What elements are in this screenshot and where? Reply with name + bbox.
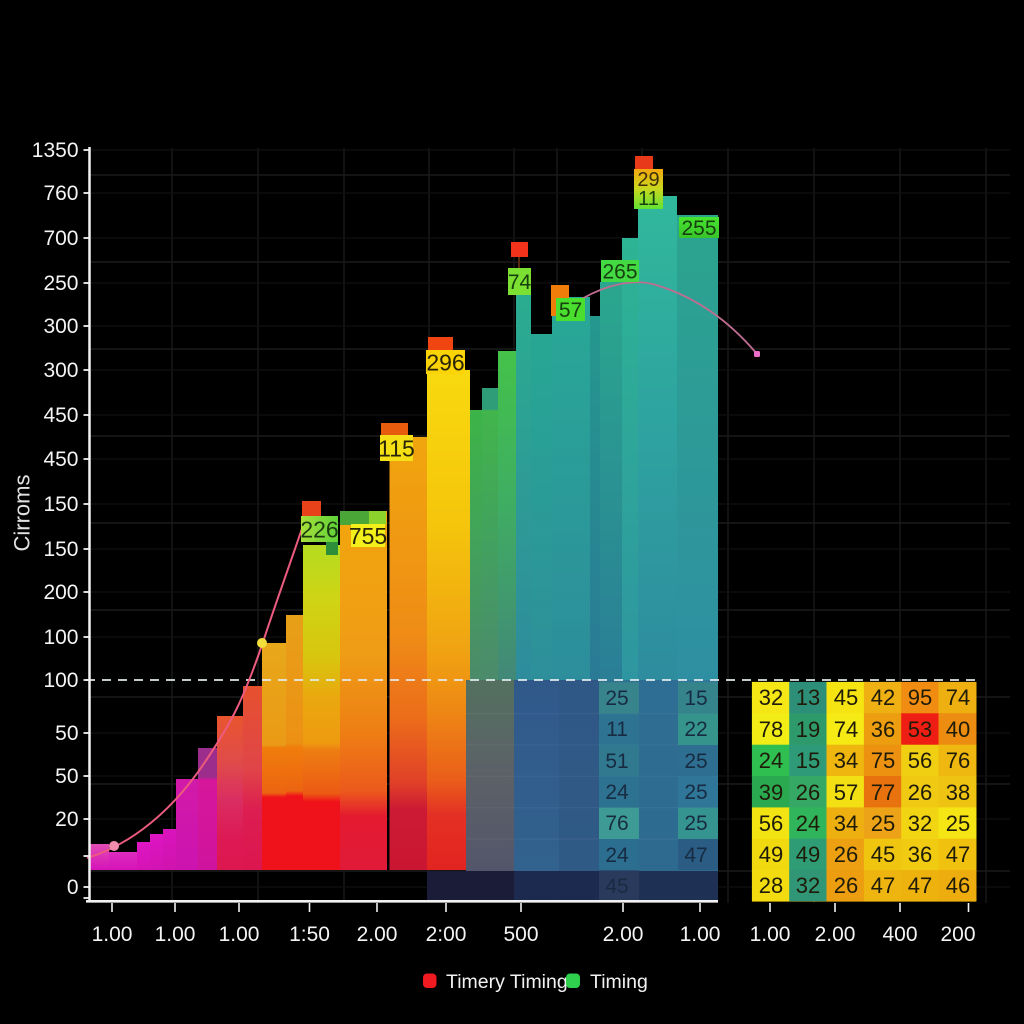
svg-text:20: 20 [55, 808, 78, 831]
svg-text:Timing: Timing [590, 971, 648, 993]
svg-text:200: 200 [940, 923, 975, 946]
svg-text:57: 57 [834, 780, 858, 805]
svg-text:32: 32 [796, 873, 820, 898]
svg-text:226: 226 [300, 516, 338, 542]
svg-text:26: 26 [834, 873, 858, 898]
svg-text:25: 25 [684, 781, 707, 804]
svg-text:25: 25 [871, 811, 895, 836]
svg-text:95: 95 [908, 685, 932, 710]
svg-text:115: 115 [378, 435, 415, 461]
svg-text:47: 47 [908, 873, 932, 898]
svg-text:1350: 1350 [32, 139, 79, 162]
svg-text:45: 45 [605, 875, 628, 898]
svg-text:51: 51 [605, 750, 628, 773]
svg-text:29: 29 [637, 169, 659, 191]
svg-text:100: 100 [43, 669, 78, 692]
svg-text:26: 26 [796, 780, 820, 805]
svg-text:57: 57 [559, 299, 582, 322]
svg-text:46: 46 [946, 873, 970, 898]
svg-text:45: 45 [834, 685, 858, 710]
svg-text:47: 47 [946, 842, 970, 867]
svg-text:32: 32 [908, 811, 932, 836]
svg-text:74: 74 [834, 717, 858, 742]
svg-text:75: 75 [871, 748, 895, 773]
svg-text:2.00: 2.00 [357, 923, 398, 946]
svg-text:28: 28 [759, 873, 783, 898]
svg-text:47: 47 [684, 844, 707, 867]
svg-text:450: 450 [43, 448, 78, 471]
svg-text:53: 53 [908, 717, 932, 742]
svg-text:11: 11 [638, 188, 659, 210]
svg-text:265: 265 [602, 261, 637, 284]
svg-text:36: 36 [908, 842, 932, 867]
svg-text:25: 25 [605, 687, 628, 710]
svg-text:34: 34 [834, 811, 858, 836]
svg-text:255: 255 [681, 217, 716, 240]
svg-text:50: 50 [55, 722, 78, 745]
svg-text:1:50: 1:50 [289, 923, 330, 946]
svg-text:25: 25 [946, 811, 970, 836]
svg-text:24: 24 [796, 811, 820, 836]
svg-text:77: 77 [871, 780, 895, 805]
svg-text:36: 36 [871, 717, 895, 742]
svg-text:400: 400 [882, 923, 917, 946]
svg-text:76: 76 [605, 812, 628, 835]
svg-text:2.00: 2.00 [815, 923, 856, 946]
svg-text:1.00: 1.00 [680, 923, 721, 946]
svg-text:Timery Timing: Timery Timing [446, 971, 568, 993]
svg-text:49: 49 [759, 842, 783, 867]
svg-text:56: 56 [759, 811, 783, 836]
svg-text:74: 74 [508, 271, 532, 294]
svg-text:13: 13 [796, 685, 820, 710]
svg-text:22: 22 [684, 718, 707, 741]
svg-text:1.00: 1.00 [750, 923, 791, 946]
svg-text:24: 24 [605, 781, 629, 804]
svg-text:26: 26 [834, 842, 858, 867]
svg-text:74: 74 [946, 685, 970, 710]
svg-text:40: 40 [946, 717, 970, 742]
svg-text:78: 78 [759, 717, 783, 742]
svg-text:47: 47 [871, 873, 895, 898]
svg-text:42: 42 [871, 685, 895, 710]
svg-text:250: 250 [43, 272, 78, 295]
svg-text:26: 26 [908, 780, 932, 805]
svg-text:45: 45 [871, 842, 895, 867]
svg-text:1.00: 1.00 [92, 923, 133, 946]
svg-text:100: 100 [43, 626, 78, 649]
svg-text:1.00: 1.00 [155, 923, 196, 946]
svg-text:150: 150 [43, 493, 78, 516]
svg-text:24: 24 [605, 844, 629, 867]
svg-text:300: 300 [43, 315, 78, 338]
svg-text:500: 500 [503, 923, 538, 946]
svg-text:0: 0 [67, 876, 79, 899]
svg-text:76: 76 [946, 748, 970, 773]
svg-text:25: 25 [684, 812, 707, 835]
svg-text:760: 760 [43, 182, 78, 205]
svg-text:Cirroms: Cirroms [10, 475, 35, 552]
svg-text:56: 56 [908, 748, 932, 773]
svg-text:450: 450 [43, 404, 78, 427]
svg-text:15: 15 [796, 748, 820, 773]
svg-text:39: 39 [759, 780, 783, 805]
svg-text:150: 150 [43, 538, 78, 561]
svg-text:38: 38 [946, 780, 970, 805]
svg-text:25: 25 [684, 750, 707, 773]
svg-text:50: 50 [55, 765, 78, 788]
svg-text:2:00: 2:00 [426, 923, 467, 946]
svg-text:755: 755 [349, 523, 387, 549]
svg-text:1.00: 1.00 [219, 923, 260, 946]
svg-text:700: 700 [43, 227, 78, 250]
svg-text:2.00: 2.00 [603, 923, 644, 946]
svg-text:15: 15 [684, 687, 707, 710]
svg-text:24: 24 [759, 748, 783, 773]
svg-text:49: 49 [796, 842, 820, 867]
svg-text:19: 19 [796, 717, 820, 742]
svg-text:32: 32 [759, 685, 783, 710]
svg-text:300: 300 [43, 359, 78, 382]
svg-text:296: 296 [426, 349, 464, 375]
svg-text:11: 11 [606, 718, 628, 741]
svg-text:200: 200 [43, 581, 78, 604]
svg-text:34: 34 [834, 748, 858, 773]
